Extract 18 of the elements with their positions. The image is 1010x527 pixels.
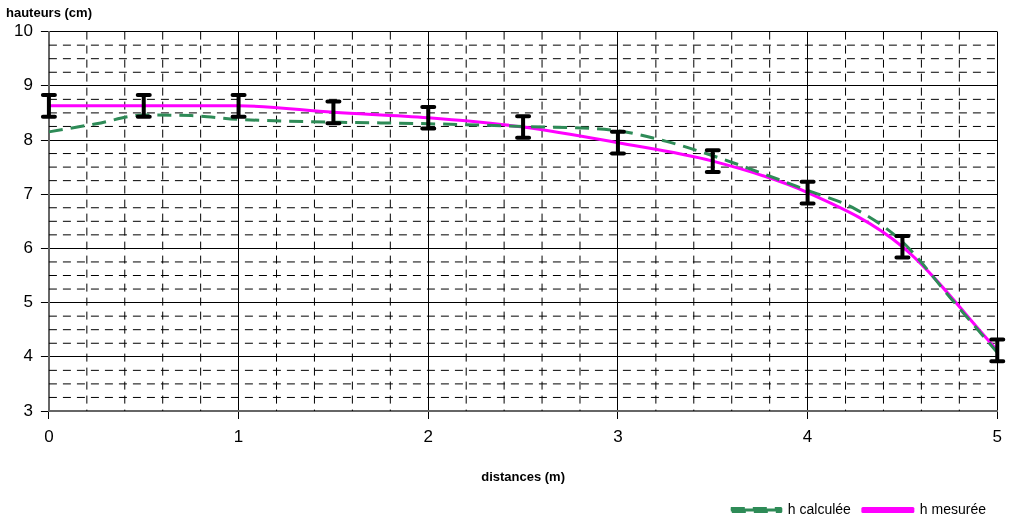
y-tick-label: 8 (23, 129, 33, 149)
y-tick-label: 7 (23, 183, 33, 203)
x-tick-label: 2 (423, 426, 433, 446)
x-tick-label: 4 (802, 426, 813, 446)
legend-label: h calculée (787, 500, 852, 517)
y-tick-label: 9 (23, 75, 33, 95)
y-tick-label: 5 (23, 292, 33, 312)
x-tick-label: 0 (44, 426, 54, 446)
y-tick-label: 6 (23, 238, 33, 258)
y-axis-title: hauteurs (cm) (6, 5, 92, 21)
x-tick-label: 5 (992, 426, 1003, 446)
legend-label: h mesurée (919, 500, 987, 517)
x-tick-label: 1 (233, 426, 244, 446)
x-axis-title: distances (m) (481, 468, 565, 484)
y-tick-label: 3 (23, 400, 33, 420)
y-tick-label: 10 (13, 21, 33, 41)
x-tick-label: 3 (613, 426, 623, 446)
y-tick-label: 4 (23, 346, 33, 366)
